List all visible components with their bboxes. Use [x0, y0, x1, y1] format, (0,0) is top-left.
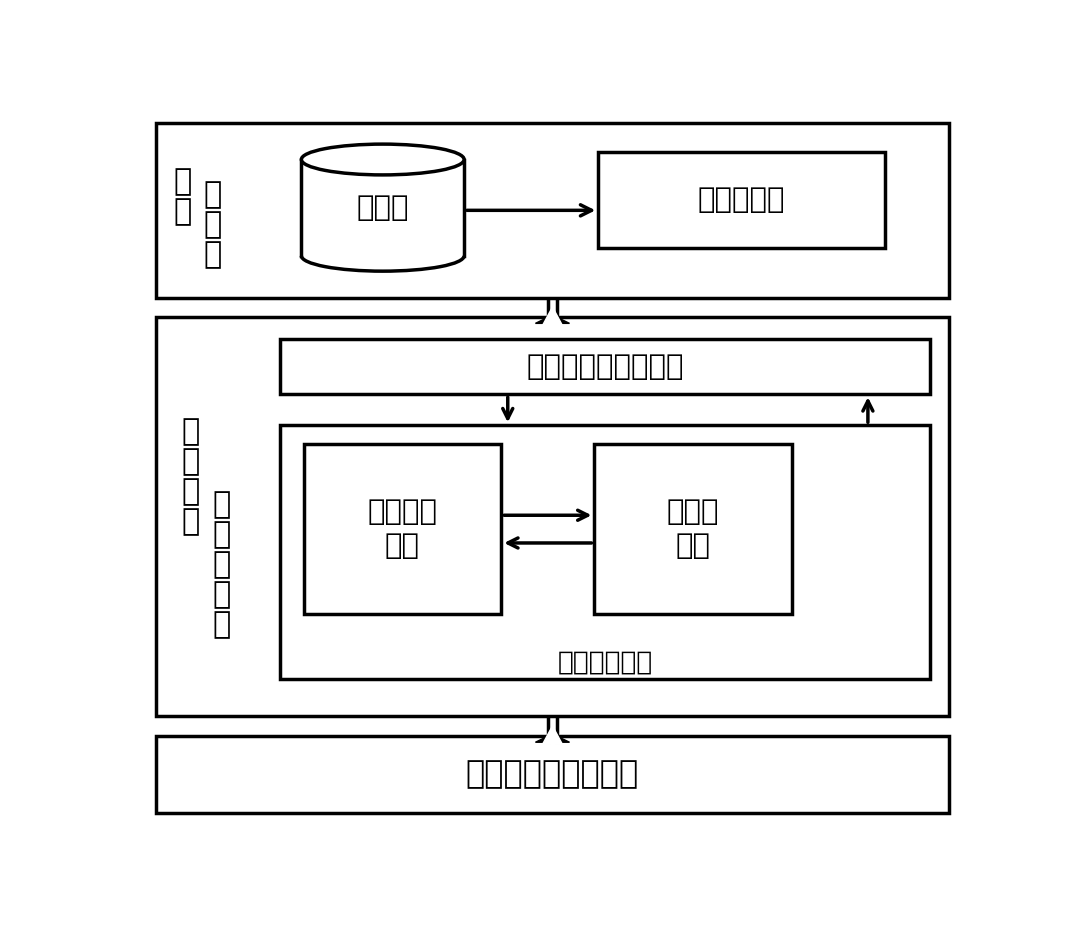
Bar — [156, 317, 949, 716]
Text: 聚类中心
更新: 聚类中心 更新 — [368, 498, 438, 561]
Text: 聚
类
过
程: 聚 类 过 程 — [181, 417, 199, 536]
Polygon shape — [542, 307, 563, 326]
Text: 数据集: 数据集 — [357, 193, 409, 222]
Bar — [594, 444, 792, 614]
Polygon shape — [542, 726, 563, 745]
Text: 迭代更新过程: 迭代更新过程 — [557, 649, 653, 675]
Ellipse shape — [302, 144, 465, 175]
Text: 聚类结果输出及评价: 聚类结果输出及评价 — [466, 759, 639, 790]
Polygon shape — [301, 239, 465, 255]
Bar — [304, 444, 501, 614]
Polygon shape — [302, 159, 465, 255]
Polygon shape — [536, 734, 569, 742]
Bar — [598, 152, 885, 248]
Text: 数
据: 数 据 — [174, 166, 192, 226]
Bar — [280, 339, 930, 394]
Text: 确定性退火参数调整: 确定性退火参数调整 — [526, 352, 683, 381]
Text: 数据预处理: 数据预处理 — [697, 186, 786, 214]
Bar — [280, 426, 930, 679]
Bar — [156, 122, 949, 298]
Text: 预
处
理: 预 处 理 — [203, 179, 221, 269]
Text: 隶属度
更新: 隶属度 更新 — [667, 498, 719, 561]
Text: 确
定
性
退
火: 确 定 性 退 火 — [212, 490, 231, 639]
Bar — [156, 736, 949, 813]
Polygon shape — [536, 315, 569, 324]
